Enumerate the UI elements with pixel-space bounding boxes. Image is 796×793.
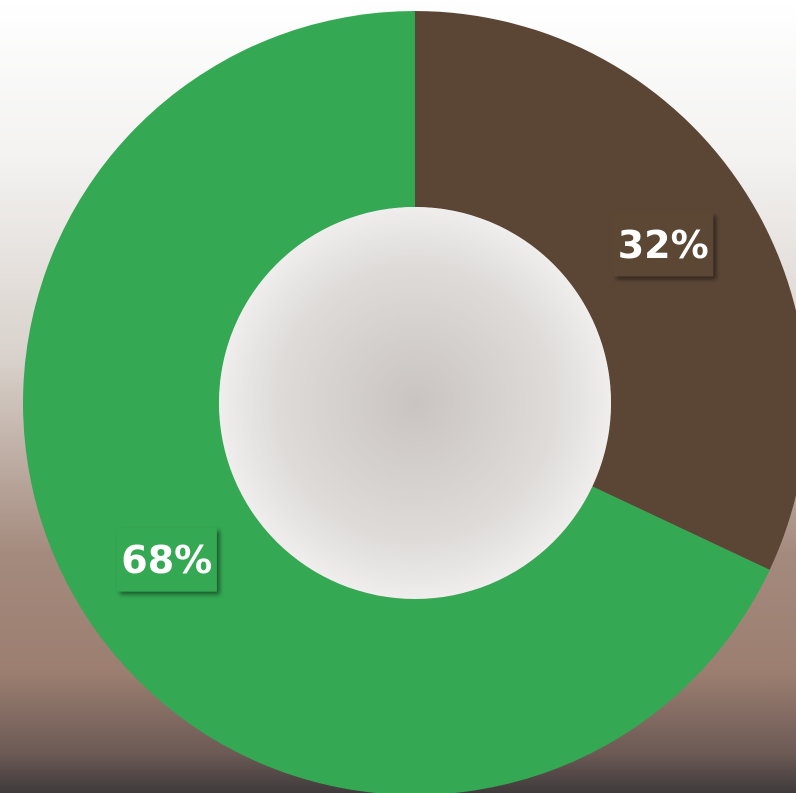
- value-label: 68%: [121, 538, 212, 582]
- label-box: [613, 212, 714, 277]
- donut-slice: [415, 11, 796, 570]
- label-box: [116, 527, 217, 592]
- donut-slice: [23, 11, 770, 793]
- donut-hole: [219, 207, 611, 599]
- value-label: 32%: [618, 223, 709, 267]
